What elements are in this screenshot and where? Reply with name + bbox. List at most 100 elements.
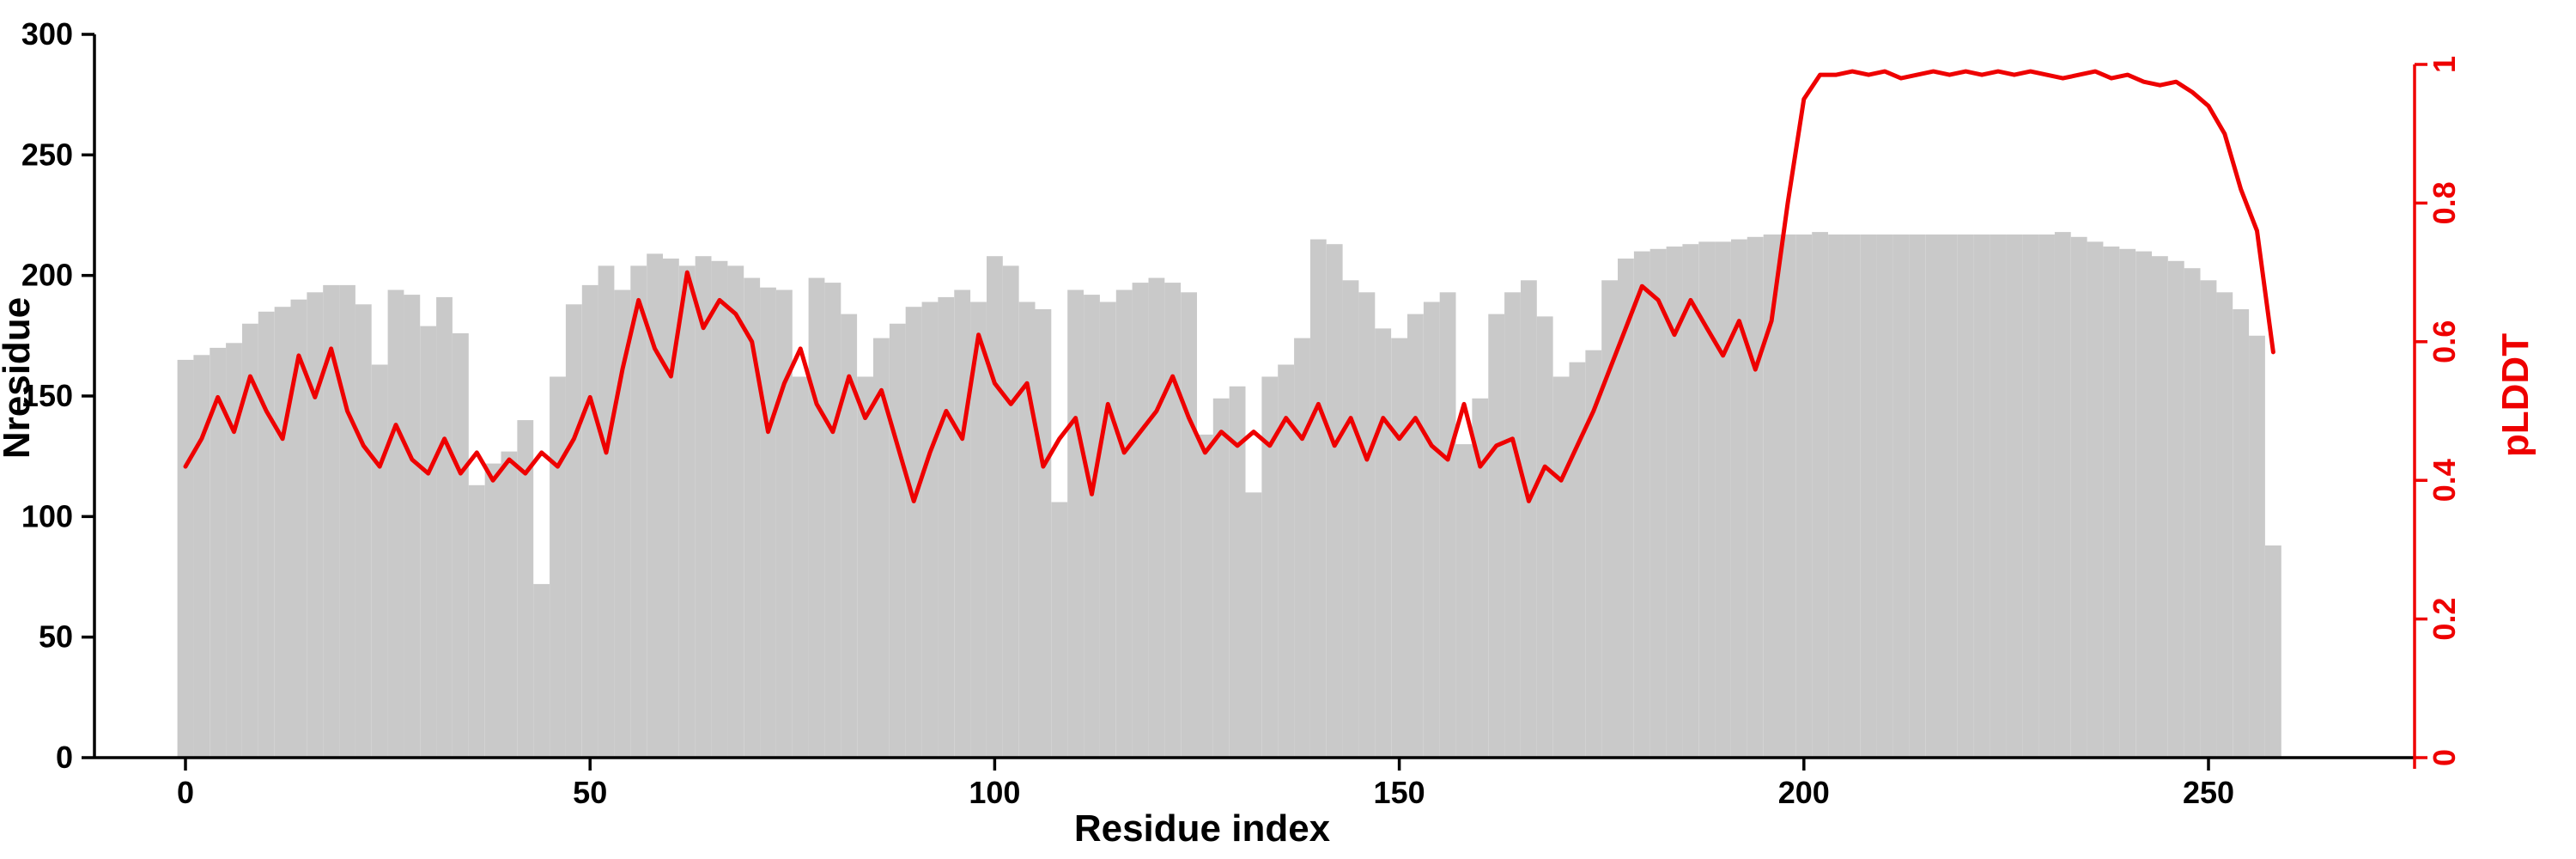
nresidue-bar	[1375, 328, 1392, 758]
nresidue-bar	[873, 338, 890, 758]
nresidue-bar	[614, 289, 631, 758]
nresidue-bar	[210, 347, 227, 758]
right-tick-label: 0.4	[2427, 459, 2462, 502]
nresidue-bar	[1925, 235, 1941, 758]
nresidue-bar	[274, 307, 291, 758]
nresidue-bar	[824, 283, 841, 758]
left-tick-label: 300	[21, 16, 73, 52]
nresidue-bar	[1585, 350, 1602, 758]
nresidue-bar	[1261, 376, 1279, 758]
nresidue-bar	[2119, 248, 2136, 758]
nresidue-bar	[1164, 283, 1182, 758]
nresidue-bar	[581, 284, 598, 758]
nresidue-bar	[1957, 235, 1974, 758]
nresidue-bar	[550, 376, 566, 758]
right-tick-label: 1	[2427, 56, 2462, 73]
nresidue-bar	[1084, 295, 1100, 758]
nresidue-bar	[1294, 338, 1310, 758]
nresidue-bar	[711, 260, 728, 758]
nresidue-bar	[921, 302, 939, 758]
nresidue-bar	[1472, 398, 1489, 758]
nresidue-bar	[1682, 244, 1699, 758]
nresidue-bar	[2233, 309, 2250, 758]
nresidue-bar	[1536, 316, 1553, 758]
x-tick-label: 150	[1374, 775, 1425, 810]
nresidue-bar	[1181, 292, 1197, 758]
nresidue-bar	[1763, 235, 1780, 758]
nresidue-bar	[598, 265, 615, 758]
nresidue-bar	[808, 277, 825, 758]
nresidue-bar	[533, 583, 550, 758]
nresidue-bar	[1115, 289, 1133, 758]
nresidue-bar	[1812, 232, 1828, 758]
nresidue-bar	[2006, 235, 2023, 758]
nresidue-bar	[1407, 314, 1424, 758]
nresidue-bar	[1876, 235, 1893, 758]
nresidue-bar	[1601, 280, 1618, 758]
nresidue-bar	[695, 256, 712, 758]
nresidue-bar	[420, 326, 437, 758]
nresidue-bar	[517, 420, 534, 758]
nresidue-bar	[1973, 235, 1990, 758]
nresidue-bar	[776, 289, 793, 758]
nresidue-bar	[1779, 235, 1796, 758]
nresidue-bar	[226, 343, 242, 758]
nresidue-bar	[404, 295, 421, 758]
nresidue-bar	[1504, 292, 1521, 758]
nresidue-bar	[760, 287, 776, 758]
nresidue-bar	[1618, 259, 1634, 758]
nresidue-bar	[2216, 292, 2233, 758]
nresidue-bar	[1909, 235, 1926, 758]
nresidue-bar	[2087, 241, 2104, 758]
nresidue-bar	[889, 323, 906, 758]
nresidue-bar	[857, 376, 873, 758]
nresidue-bar	[1197, 434, 1213, 758]
nresidue-bar	[1569, 362, 1586, 758]
nresidue-bar	[1148, 277, 1165, 758]
right-tick-label: 0.8	[2427, 181, 2462, 224]
nresidue-bar	[663, 259, 679, 758]
nresidue-bar	[2103, 247, 2120, 758]
right-axis-title: pLDDT	[2494, 332, 2537, 458]
nresidue-bar	[1391, 338, 1407, 758]
nresidue-bar	[242, 323, 258, 758]
nresidue-bar	[1439, 292, 1456, 758]
nresidue-bar	[1342, 280, 1359, 758]
nresidue-bar	[307, 292, 324, 758]
nresidue-bar	[1633, 251, 1650, 758]
nresidue-bar	[792, 376, 809, 758]
nresidue-bars	[177, 232, 2281, 758]
nresidue-bar	[2249, 335, 2265, 758]
x-tick-label: 0	[177, 775, 194, 810]
nresidue-bar	[1521, 280, 1537, 758]
nresidue-bar	[1132, 283, 1149, 758]
left-tick-label: 200	[21, 258, 73, 293]
left-tick-label: 250	[21, 137, 73, 172]
nresidue-bar	[453, 333, 469, 758]
nresidue-bar	[1099, 302, 1116, 758]
nresidue-bar	[1990, 235, 2007, 758]
nresidue-bar	[501, 451, 518, 758]
nresidue-bar	[1747, 236, 1764, 758]
nresidue-bar	[290, 299, 307, 758]
nresidue-bar	[468, 484, 485, 758]
nresidue-bar	[1844, 235, 1861, 758]
right-tick-label: 0.2	[2427, 598, 2462, 641]
x-tick-label: 100	[969, 775, 1020, 810]
nresidue-bar	[905, 307, 922, 758]
nresidue-bar	[371, 364, 388, 758]
nresidue-bar	[1326, 244, 1343, 758]
plddt-line	[183, 69, 2275, 503]
nresidue-bar	[1649, 248, 1667, 758]
x-axis-title: Residue index	[1073, 807, 1331, 850]
nresidue-bar	[1488, 314, 1505, 758]
nresidue-bar	[1245, 492, 1262, 758]
nresidue-bar	[258, 311, 275, 758]
nresidue-bar	[841, 314, 858, 758]
nresidue-bar	[970, 302, 987, 758]
nresidue-bar	[1358, 292, 1376, 758]
nresidue-bar	[1731, 239, 1747, 758]
nresidue-bar	[2038, 235, 2055, 758]
